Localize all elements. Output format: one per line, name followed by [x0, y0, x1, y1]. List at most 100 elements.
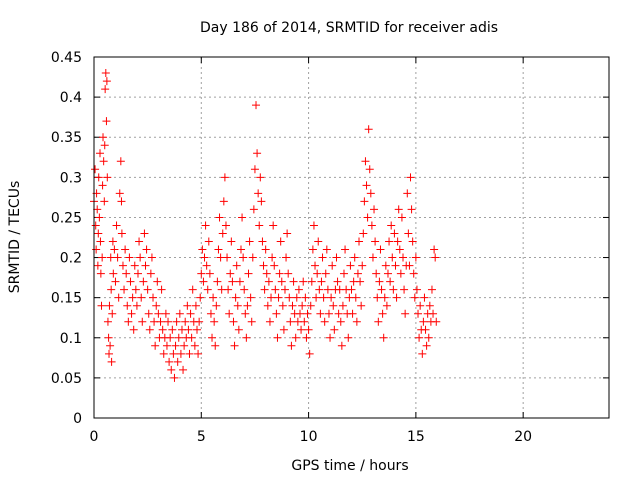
data-point [158, 325, 167, 334]
data-point [280, 285, 289, 294]
data-point [427, 285, 436, 294]
data-point [93, 205, 102, 214]
data-point [106, 253, 115, 262]
data-point [418, 349, 427, 358]
data-point [96, 149, 105, 158]
data-point [98, 181, 107, 190]
data-point [206, 309, 215, 318]
data-point [174, 333, 183, 342]
data-point [149, 293, 158, 302]
data-point [392, 293, 401, 302]
y-tick-label: 0.05 [51, 371, 82, 387]
data-point [306, 301, 315, 310]
data-point [250, 165, 259, 174]
data-point [234, 325, 243, 334]
data-point [422, 341, 431, 350]
data-point [309, 221, 318, 230]
data-point [387, 221, 396, 230]
data-point [409, 269, 418, 278]
data-point [166, 333, 175, 342]
data-point [193, 325, 201, 334]
data-point [204, 237, 213, 246]
data-point [327, 293, 336, 302]
data-point [318, 253, 327, 262]
data-point [243, 301, 252, 310]
data-point [399, 253, 407, 262]
data-point [175, 309, 184, 318]
data-point [213, 277, 222, 286]
data-point [94, 173, 103, 182]
data-point [368, 253, 377, 262]
data-point [348, 309, 357, 318]
data-point [220, 173, 229, 182]
data-point [361, 157, 370, 166]
x-tick-label: 20 [514, 429, 532, 445]
data-point [313, 269, 322, 278]
data-point [244, 269, 253, 278]
data-point [260, 285, 269, 294]
data-point [101, 69, 110, 78]
data-point [191, 301, 200, 310]
data-point [157, 285, 166, 294]
data-point [105, 301, 114, 310]
data-point [108, 237, 117, 246]
data-point [102, 77, 111, 86]
data-point [377, 285, 386, 294]
data-point [396, 269, 405, 278]
data-point [401, 309, 410, 318]
data-point [375, 277, 384, 286]
data-point [289, 277, 298, 286]
data-point [112, 221, 121, 230]
data-point [126, 277, 135, 286]
data-point [161, 309, 170, 318]
data-point [278, 301, 287, 310]
data-point [200, 253, 209, 262]
data-point [403, 189, 412, 198]
data-point [337, 341, 346, 350]
data-point [125, 253, 134, 262]
data-point [395, 245, 404, 254]
data-point [328, 261, 337, 270]
grid [94, 57, 609, 418]
data-point [412, 285, 421, 294]
data-point [135, 237, 144, 246]
data-point [259, 261, 268, 270]
data-point [132, 301, 141, 310]
data-point [138, 317, 147, 326]
data-point [323, 285, 332, 294]
data-point [108, 309, 117, 318]
data-point [352, 317, 361, 326]
data-point [297, 325, 306, 334]
data-point [341, 245, 350, 254]
data-point [421, 325, 430, 334]
data-point [314, 237, 323, 246]
data-point [357, 301, 366, 310]
data-point [127, 309, 136, 318]
data-point [172, 317, 181, 326]
data-point [114, 293, 123, 302]
data-point [196, 293, 205, 302]
data-point [176, 349, 185, 358]
data-point [336, 317, 345, 326]
data-point [362, 181, 371, 190]
data-point [116, 157, 125, 166]
data-point [205, 269, 214, 278]
data-point [326, 333, 335, 342]
data-point [424, 333, 433, 342]
data-point [197, 269, 206, 278]
data-point [255, 221, 264, 230]
data-point [240, 285, 249, 294]
data-point [315, 285, 324, 294]
data-point [282, 253, 291, 262]
data-point [187, 333, 196, 342]
data-point [107, 285, 116, 294]
data-point [339, 269, 348, 278]
data-point [209, 293, 218, 302]
data-point [99, 133, 108, 142]
data-point [105, 349, 114, 358]
data-point [94, 229, 103, 238]
data-point [156, 317, 165, 326]
y-tick-label: 0.3 [60, 170, 82, 186]
data-point [307, 277, 316, 286]
data-point [321, 269, 330, 278]
